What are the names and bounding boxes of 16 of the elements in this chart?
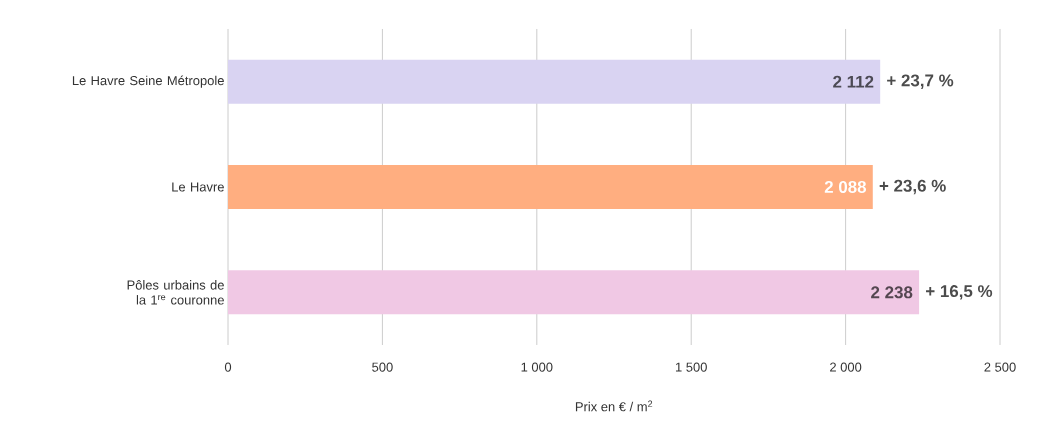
- x-tick-label: 1 500: [675, 362, 707, 372]
- x-tick-label: 2 500: [984, 362, 1016, 372]
- x-tick-label: 0: [224, 362, 232, 372]
- annotation: + 23,6 %: [879, 179, 946, 195]
- data-label: 2 112: [833, 75, 874, 88]
- data-label: 2 238: [871, 286, 913, 299]
- x-tick-label: 500: [372, 362, 393, 372]
- x-tick-label: 2 000: [830, 362, 862, 372]
- x-axis-title: Prix en € / m$^{2}$: [575, 400, 653, 412]
- annotation: + 16,5 %: [926, 285, 993, 300]
- annotation: + 23,7 %: [887, 74, 954, 89]
- x-tick-label: 1 000: [521, 362, 553, 372]
- y-tick-label: Le Havre Seine Métropole: [72, 75, 224, 88]
- y-tick-label: Pôles urbains de la 1$^{re}$ couronne: [127, 280, 224, 305]
- y-tick-label: Le Havre: [172, 182, 224, 192]
- data-label: 2 088: [824, 180, 867, 193]
